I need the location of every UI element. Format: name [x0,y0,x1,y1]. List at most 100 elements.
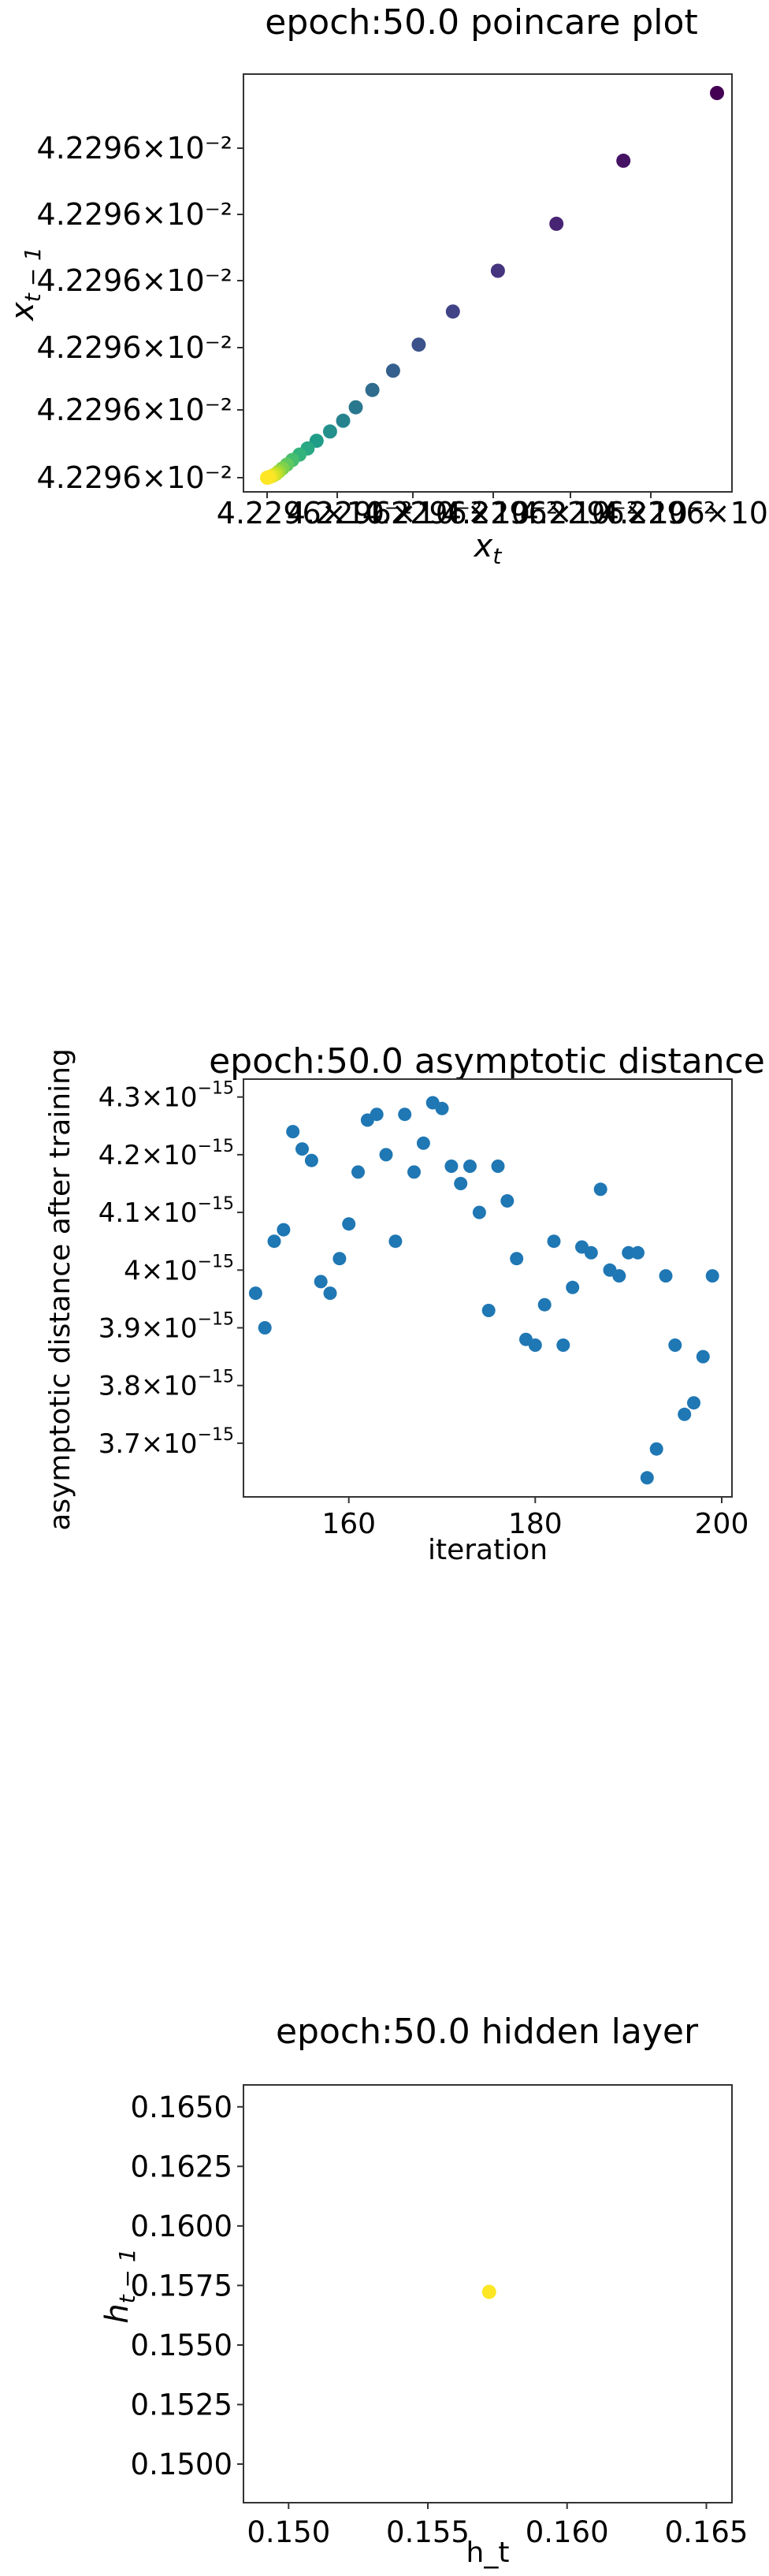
hidden-layer-title: epoch:50.0 hidden layer [276,2012,699,2052]
asymptotic-point [398,1107,412,1122]
asymptotic-ytick-label: 4×10−15 [124,1252,234,1286]
asymptotic-point [510,1252,524,1266]
poincare-xlabel: xt [473,528,503,569]
poincare-point [445,304,460,319]
asymptotic-point [640,1471,654,1485]
poincare-point [616,153,631,168]
asymptotic-point [444,1160,459,1173]
asymptotic-point [407,1165,421,1179]
asymptotic-ytick-label: 3.7×10−15 [98,1425,234,1460]
poincare-point [348,400,363,415]
poincare-point [385,363,400,378]
asymptotic-ylabel: asymptotic distance after training [44,1048,76,1531]
asymptotic-point [537,1297,552,1312]
asymptotic-point [566,1280,580,1294]
poincare-point [710,86,724,100]
poincare-point [490,263,505,278]
poincare-plot-frame [243,73,733,493]
asymptotic-ytick-label: 4.1×10−15 [98,1194,234,1229]
asymptotic-point [584,1245,598,1260]
poincare-ylabel: xt − 1 [5,247,46,322]
poincare-xtick-label: 4.2296×10⁻² [520,496,715,530]
asymptotic-ytick-label: 3.8×10−15 [98,1368,234,1402]
hidden-layer-xlabel: h_t [466,2537,510,2569]
hidden-layer-plot-frame [243,2084,733,2503]
poincare-point [549,216,564,231]
poincare-point [260,471,274,485]
asymptotic-xtick-label: 160 [321,1508,376,1540]
hidden-layer-ytick-label: 0.1550 [131,2328,232,2362]
hidden-layer-xtick-label: 0.150 [247,2515,330,2549]
hidden-layer-points [481,2284,496,2299]
asymptotic-point [593,1182,607,1197]
asymptotic-point [500,1194,515,1208]
asymptotic-point [379,1148,393,1162]
asymptotic-point [463,1160,477,1173]
asymptotic-point [678,1407,692,1421]
poincare-xtick-label: 4.2296×10⁻² [217,496,412,530]
poincare-y-ticks: 4.2296×10⁻² 4.2296×10⁻² 4.2296×10⁻² 4.2296×… [37,131,243,495]
poincare-xtick-label: 4.2296×10⁻² [362,496,558,530]
asymptotic-point [248,1286,262,1301]
poincare-point [411,337,426,352]
asymptotic-point [649,1442,663,1456]
asymptotic-ytick-label: 3.9×10−15 [98,1310,234,1345]
asymptotic-y-ticks: 3.7×10−15 3.8×10−15 3.9×10−15 4×10−15 4.1×10… [98,1079,243,1460]
hidden-layer-y-ticks: 0.1500 0.1525 0.1550 0.1575 0.1600 0.1625 0.16… [131,2090,243,2481]
hidden-layer-x-ticks: 0.150 0.155 0.160 0.165 [247,2503,748,2549]
asymptotic-point [435,1101,449,1115]
hidden-layer-xtick-label: 0.155 [386,2515,470,2549]
asymptotic-point [342,1217,356,1231]
poincare-ytick-label: 4.2296×10⁻² [37,330,232,365]
hidden-layer-ylabel: ht − 1 [99,2248,140,2323]
asymptotic-plot-frame [243,1078,733,1498]
poincare-x-ticks: 4.2296×10⁻²4.2296×10⁻²4.2296×10⁻²4.2296×… [217,492,769,530]
poincare-xtick-label: 4.2296×10⁻² [600,496,769,530]
hidden-layer-chart: epoch:50.0 hidden layer 0.1500 0.1525 0.15… [99,2012,748,2569]
asymptotic-point [267,1234,281,1249]
asymptotic-point [295,1142,309,1156]
asymptotic-ytick-label: 4.2×10−15 [98,1137,234,1171]
hidden-layer-xtick-label: 0.165 [665,2515,749,2549]
asymptotic-xlabel: iteration [428,1534,548,1566]
asymptotic-points [248,1096,719,1485]
asymptotic-point [472,1205,486,1219]
asymptotic-ytick-label: 4.3×10−15 [98,1079,234,1114]
hidden-layer-ytick-label: 0.1600 [131,2209,232,2243]
poincare-ytick-label: 4.2296×10⁻² [37,263,232,298]
hidden-layer-point [481,2284,496,2299]
poincare-point [365,382,380,397]
asymptotic-point [388,1234,403,1249]
asymptotic-chart: epoch:50.0 asymptotic distance 3.7×10−15… [44,1041,765,1566]
asymptotic-point [659,1269,673,1283]
hidden-layer-ytick-label: 0.1525 [131,2388,232,2422]
poincare-chart: epoch:50.0 poincare plot 4.2296×10⁻²4.22… [5,2,769,569]
asymptotic-point [631,1245,645,1260]
asymptotic-point [481,1304,496,1317]
asymptotic-point [547,1234,561,1249]
asymptotic-point [696,1349,710,1364]
asymptotic-point [286,1125,300,1139]
hidden-layer-ytick-label: 0.1650 [131,2090,232,2124]
asymptotic-point [668,1338,682,1352]
asymptotic-xtick-label: 200 [695,1508,749,1540]
asymptotic-point [258,1321,272,1335]
poincare-ytick-label: 4.2296×10⁻² [37,393,232,427]
asymptotic-point [528,1338,542,1352]
asymptotic-x-ticks: 160 180 200 [321,1497,749,1540]
asymptotic-point [454,1177,468,1190]
poincare-ytick-label: 4.2296×10⁻² [37,197,232,232]
asymptotic-point [332,1252,347,1266]
hidden-layer-ytick-label: 0.1575 [131,2269,232,2302]
asymptotic-point [304,1153,318,1167]
poincare-points [260,86,724,485]
asymptotic-title: epoch:50.0 asymptotic distance [209,1041,765,1081]
hidden-layer-xtick-label: 0.160 [526,2515,609,2549]
hidden-layer-ytick-label: 0.1500 [131,2448,232,2481]
poincare-ytick-label: 4.2296×10⁻² [37,460,232,495]
asymptotic-point [314,1275,328,1289]
poincare-point [322,424,337,439]
asymptotic-point [622,1245,636,1260]
asymptotic-point [556,1338,570,1352]
